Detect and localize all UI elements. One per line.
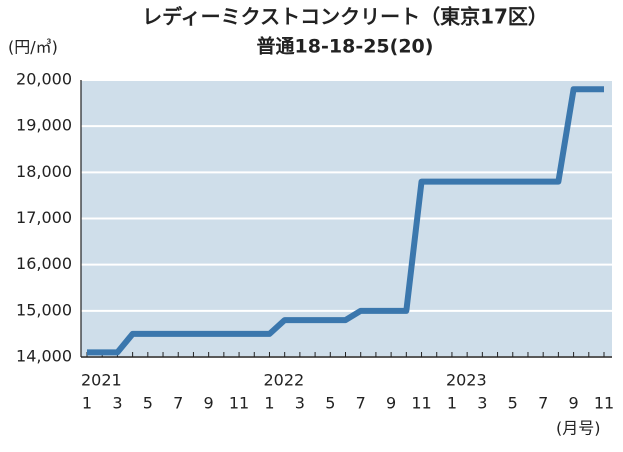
chart-subtitle: 普通18-18-25(20) — [257, 35, 434, 58]
x-tick-label: 1 — [82, 394, 92, 413]
y-tick-label: 16,000 — [16, 254, 72, 273]
x-tick-label: 7 — [356, 394, 366, 413]
x-tick-label: 11 — [411, 394, 431, 413]
x-tick-label: 5 — [508, 394, 518, 413]
year-label: 2021 — [81, 371, 122, 390]
x-tick-label: 5 — [325, 394, 335, 413]
year-label: 2022 — [263, 371, 304, 390]
x-tick-label: 3 — [477, 394, 487, 413]
y-tick-label: 15,000 — [16, 300, 72, 319]
x-tick-label: 9 — [568, 394, 578, 413]
y-tick-label: 19,000 — [16, 116, 72, 135]
x-tick-label: 5 — [143, 394, 153, 413]
x-tick-label: 9 — [386, 394, 396, 413]
y-unit: (円/㎥) — [8, 38, 58, 57]
x-tick-label: 1 — [447, 394, 457, 413]
y-tick-label: 18,000 — [16, 162, 72, 181]
x-tick-label: 3 — [295, 394, 305, 413]
y-tick-label: 14,000 — [16, 347, 72, 366]
y-tick-label: 17,000 — [16, 208, 72, 227]
line — [87, 86, 604, 356]
x-tick-label: 7 — [173, 394, 183, 413]
x-unit: (月号) — [556, 419, 601, 438]
x-tick-label: 3 — [112, 394, 122, 413]
y-tick-label: 20,000 — [16, 70, 72, 89]
x-tick-label: 7 — [538, 394, 548, 413]
x-tick-label: 11 — [594, 394, 614, 413]
x-tick-label: 1 — [264, 394, 274, 413]
x-tick-label: 9 — [204, 394, 214, 413]
year-label: 2023 — [446, 371, 487, 390]
x-tick-label: 11 — [229, 394, 249, 413]
chart-title: レディーミクストコンクリート（東京17区） — [142, 5, 548, 29]
